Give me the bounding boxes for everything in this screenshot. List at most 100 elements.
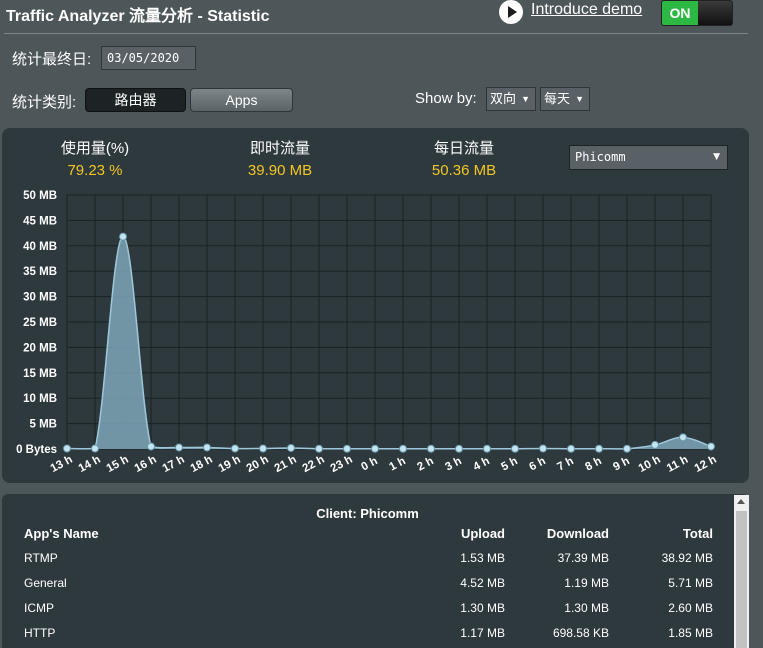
toggle-on-label: ON [662, 1, 698, 25]
table-scrollbar[interactable] [734, 495, 749, 648]
data-point [91, 444, 99, 453]
data-point [427, 444, 435, 453]
data-point [119, 232, 127, 241]
data-point [399, 444, 407, 453]
series-area [67, 236, 711, 449]
category-apps-button[interactable]: Apps [190, 88, 293, 112]
data-point [623, 444, 631, 453]
y-tick-label: 35 MB [23, 266, 57, 278]
x-tick-label: 0 h [359, 455, 379, 473]
x-tick-label: 7 h [555, 455, 575, 473]
x-tick-label: 12 h [693, 454, 719, 475]
x-tick-label: 17 h [161, 454, 187, 475]
page-title: Traffic Analyzer 流量分析 - Statistic [6, 8, 270, 25]
y-tick-label: 40 MB [23, 241, 57, 253]
usage-value: 79.23 % [67, 162, 123, 179]
x-tick-label: 8 h [583, 455, 603, 473]
data-point [231, 444, 239, 453]
traffic-analyzer-toggle[interactable]: ON [661, 0, 733, 26]
data-point [567, 444, 575, 453]
cell-total: 38.92 MB [661, 551, 713, 565]
chevron-down-icon: ▼ [713, 152, 720, 162]
y-tick-label: 50 MB [23, 190, 57, 202]
x-tick-label: 11 h [665, 454, 690, 475]
client-select-value: Phicomm [575, 150, 626, 164]
y-tick-label: 5 MB [30, 419, 57, 431]
data-point [147, 442, 155, 451]
y-tick-label: 45 MB [23, 215, 57, 227]
data-point [287, 443, 295, 452]
cell-download: 698.58 KB [552, 626, 609, 640]
data-point [707, 442, 715, 451]
chevron-down-icon: ▼ [575, 94, 584, 104]
period-select[interactable]: 每天 ▼ [540, 87, 590, 111]
scroll-up-icon[interactable] [737, 499, 745, 504]
cell-upload: 1.30 MB [460, 601, 505, 615]
data-point [483, 444, 491, 453]
y-axis-labels: 50 MB 45 MB 40 MB 35 MB 30 MB 25 MB 20 MB 15 MB… [16, 190, 57, 456]
data-point [511, 444, 519, 453]
x-tick-label: 16 h [133, 454, 159, 475]
x-tick-label: 3 h [443, 455, 463, 473]
chart-area [66, 235, 712, 450]
play-circle-icon[interactable] [499, 0, 523, 24]
x-axis-labels: 13 h 14 h 15 h 16 h 17 h 18 h 19 h 20 h 21 h 22 h… [49, 454, 719, 475]
data-point [539, 444, 547, 453]
data-point [343, 444, 351, 453]
data-point [371, 444, 379, 453]
app-table-panel [2, 494, 749, 648]
col-total-header: Total [682, 526, 713, 541]
realtime-label: 即时流量 [249, 140, 310, 157]
chart-points [63, 232, 715, 453]
show-by-label: Show by: [415, 90, 477, 107]
col-download-header: Download [546, 526, 609, 541]
cell-app-name: General [24, 576, 67, 590]
cell-upload: 1.17 MB [460, 626, 505, 640]
chart-grid [66, 194, 712, 450]
y-tick-label: 0 Bytes [16, 444, 57, 456]
usage-label: 使用量(%) [60, 140, 130, 157]
data-point [203, 443, 211, 452]
client-title: Client: Phicomm [316, 506, 419, 521]
col-upload-header: Upload [460, 526, 505, 541]
daily-value: 50.36 MB [431, 162, 497, 179]
x-tick-label: 22 h [301, 454, 327, 475]
x-tick-label: 4 h [471, 455, 491, 473]
data-point [455, 444, 463, 453]
client-select[interactable]: Phicomm ▼ [569, 145, 728, 170]
y-tick-label: 25 MB [23, 317, 57, 329]
direction-select-value: 双向 [490, 91, 517, 106]
y-tick-label: 15 MB [23, 368, 57, 380]
chevron-down-icon: ▼ [521, 94, 530, 104]
x-tick-label: 14 h [77, 454, 103, 475]
cell-total: 2.60 MB [668, 601, 713, 615]
x-tick-label: 18 h [189, 454, 215, 475]
x-tick-label: 9 h [611, 455, 631, 473]
data-point [259, 444, 267, 453]
category-router-button[interactable]: 路由器 [85, 88, 186, 112]
y-tick-label: 10 MB [23, 393, 57, 405]
end-date-input[interactable]: 03/05/2020 [101, 46, 196, 70]
traffic-chart: 50 MB 45 MB 40 MB 35 MB 30 MB 25 MB 20 MB 15 MB… [16, 190, 719, 475]
data-point [679, 433, 687, 442]
col-app-name-header: App's Name [24, 526, 99, 541]
cell-upload: 4.52 MB [460, 576, 505, 590]
x-tick-label: 21 h [273, 454, 299, 475]
introduce-demo-link[interactable]: Introduce demo [531, 1, 643, 18]
cell-total: 1.85 MB [668, 626, 713, 640]
cell-app-name: RTMP [24, 551, 58, 565]
cell-download: 1.30 MB [564, 601, 609, 615]
toggle-knob [698, 1, 732, 25]
x-tick-label: 1 h [387, 455, 407, 473]
cell-app-name: ICMP [24, 601, 54, 615]
series-line [66, 235, 712, 450]
daily-label: 每日流量 [433, 140, 494, 157]
scroll-thumb[interactable] [736, 511, 747, 648]
period-select-value: 每天 [544, 91, 571, 106]
data-point [595, 444, 603, 453]
direction-select[interactable]: 双向 ▼ [486, 87, 536, 111]
x-tick-label: 19 h [217, 454, 243, 475]
header-divider [4, 33, 748, 34]
x-tick-label: 2 h [415, 455, 435, 473]
y-tick-label: 20 MB [23, 342, 57, 354]
